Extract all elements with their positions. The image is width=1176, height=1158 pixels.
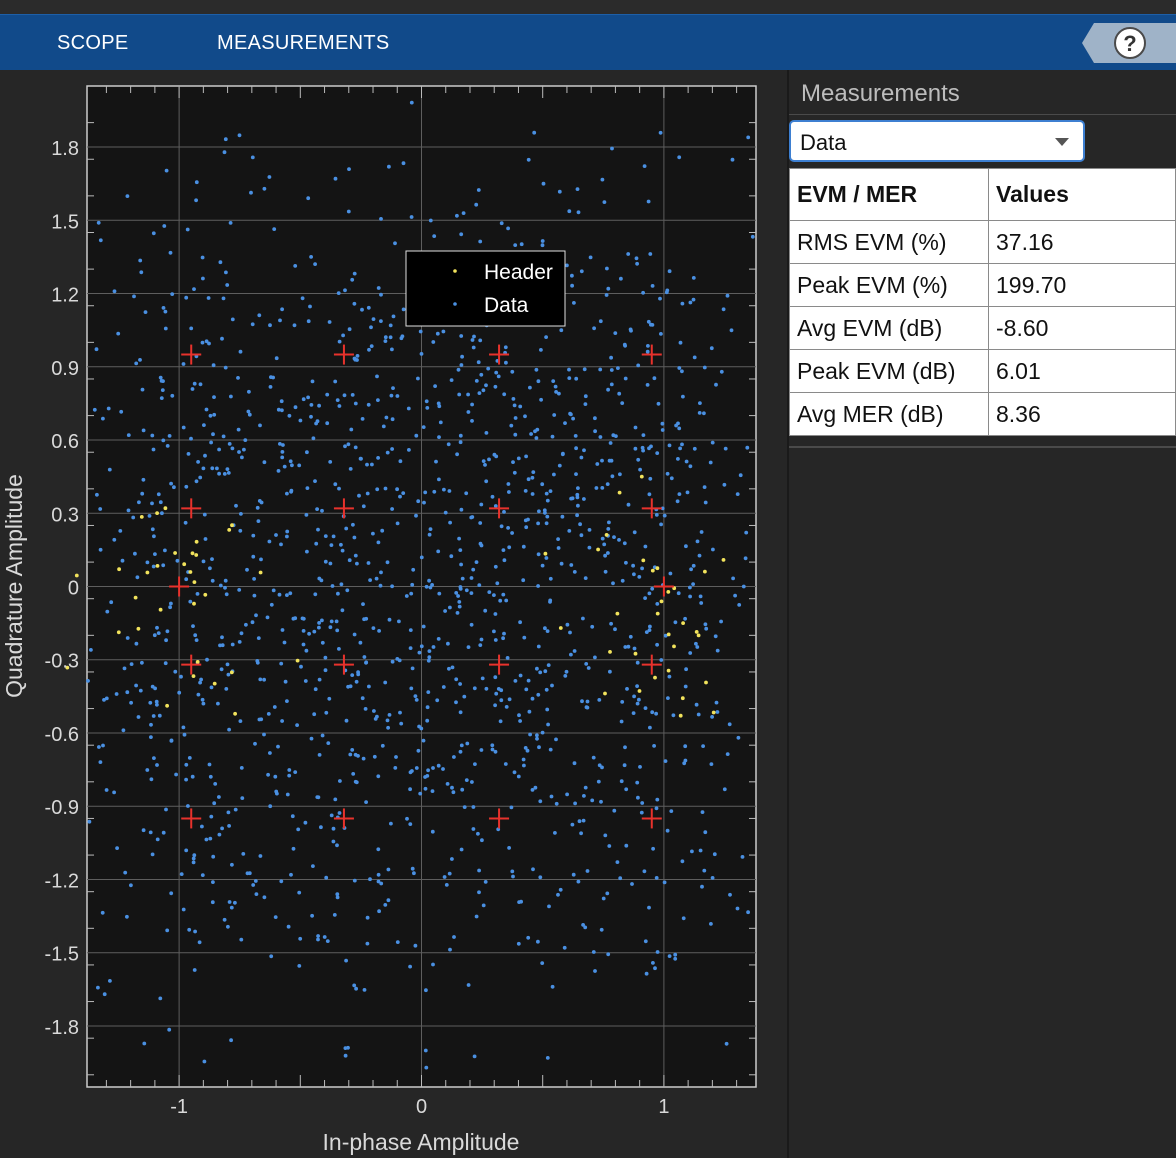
chevron-down-icon bbox=[1055, 138, 1069, 146]
row-value: 6.01 bbox=[988, 349, 1176, 393]
legend-header-label: Header bbox=[484, 261, 553, 284]
row-label: Avg MER (dB) bbox=[789, 392, 989, 436]
y-axis-label: Quadrature Amplitude bbox=[1, 474, 27, 698]
y-tick-label: 1.5 bbox=[51, 211, 79, 233]
axis-ticks bbox=[87, 86, 756, 1087]
legend-data-marker bbox=[453, 302, 457, 306]
y-tick-label: 1.2 bbox=[51, 285, 79, 307]
row-value: 8.36 bbox=[988, 392, 1176, 436]
title-divider bbox=[789, 114, 1176, 115]
window-top-strip bbox=[0, 0, 1176, 14]
y-tick-label: -1.2 bbox=[45, 870, 79, 892]
row-label: Peak EVM (%) bbox=[789, 263, 989, 307]
table-row: Peak EVM (%) 199.70 bbox=[789, 263, 1176, 307]
x-axis-label: In-phase Amplitude bbox=[323, 1129, 520, 1155]
y-tick-label: 0.3 bbox=[51, 504, 79, 526]
header-series bbox=[65, 474, 726, 718]
y-tick-label: 0 bbox=[68, 578, 79, 600]
pane-divider[interactable] bbox=[787, 70, 789, 1158]
x-tick-labels: -1 0 1 bbox=[170, 1096, 669, 1118]
x-tick-label: -1 bbox=[170, 1096, 188, 1118]
row-value: -8.60 bbox=[988, 306, 1176, 350]
y-tick-label: -1.8 bbox=[45, 1017, 79, 1039]
svg-text:?: ? bbox=[1123, 31, 1136, 56]
row-label: Peak EVM (dB) bbox=[789, 349, 989, 393]
reference-constellation bbox=[169, 344, 674, 829]
y-tick-label: -0.3 bbox=[45, 651, 79, 673]
y-tick-label: 0.9 bbox=[51, 358, 79, 380]
dropdown-value: Data bbox=[800, 130, 847, 155]
constellation-diagram[interactable]: 1.8 1.5 1.2 0.9 0.6 0.3 0 -0.3 -0.6 -0.9 -1.2 -1.5 -… bbox=[0, 70, 787, 1158]
column-header-evm-mer[interactable]: EVM / MER bbox=[789, 168, 989, 221]
y-tick-label: -0.9 bbox=[45, 797, 79, 819]
table-bottom-border bbox=[789, 446, 1176, 448]
table-row: Avg EVM (dB) -8.60 bbox=[789, 306, 1176, 350]
measurements-table: EVM / MER Values RMS EVM (%) 37.16 Peak … bbox=[789, 168, 1176, 436]
legend-data-label: Data bbox=[484, 294, 529, 317]
table-row: Avg MER (dB) 8.36 bbox=[789, 392, 1176, 436]
y-tick-label: -1.5 bbox=[45, 944, 79, 966]
legend[interactable]: Header Data bbox=[405, 250, 566, 327]
legend-header-marker bbox=[453, 269, 457, 273]
x-tick-label: 1 bbox=[658, 1096, 669, 1118]
scope-plot-pane: 1.8 1.5 1.2 0.9 0.6 0.3 0 -0.3 -0.6 -0.9 -1.2 -1.5 -… bbox=[0, 70, 787, 1158]
column-header-values[interactable]: Values bbox=[988, 168, 1176, 221]
row-value: 37.16 bbox=[988, 220, 1176, 264]
measurement-channel-dropdown[interactable]: Data bbox=[789, 120, 1085, 162]
measurements-title: Measurements bbox=[801, 80, 960, 107]
table-row: Peak EVM (dB) 6.01 bbox=[789, 349, 1176, 393]
y-tick-label: 1.8 bbox=[51, 138, 79, 160]
row-value: 199.70 bbox=[988, 263, 1176, 307]
row-label: Avg EVM (dB) bbox=[789, 306, 989, 350]
measurements-pane: Measurements Data EVM / MER Values RMS E… bbox=[789, 70, 1176, 1158]
row-label: RMS EVM (%) bbox=[789, 220, 989, 264]
x-tick-label: 0 bbox=[416, 1096, 427, 1118]
table-header-row: EVM / MER Values bbox=[789, 168, 1176, 221]
help-icon: ? bbox=[1082, 23, 1176, 63]
y-tick-label: 0.6 bbox=[51, 431, 79, 453]
y-tick-labels: 1.8 1.5 1.2 0.9 0.6 0.3 0 -0.3 -0.6 -0.9 -1.2 -1.5 -… bbox=[45, 138, 79, 1039]
table-row: RMS EVM (%) 37.16 bbox=[789, 220, 1176, 264]
y-tick-label: -0.6 bbox=[45, 724, 79, 746]
data-series bbox=[86, 100, 755, 1070]
tab-measurements[interactable]: MEASUREMENTS bbox=[217, 32, 390, 54]
toolstrip: SCOPE MEASUREMENTS ? bbox=[0, 14, 1176, 71]
help-button[interactable]: ? bbox=[1080, 21, 1176, 65]
tab-scope[interactable]: SCOPE bbox=[57, 32, 129, 54]
